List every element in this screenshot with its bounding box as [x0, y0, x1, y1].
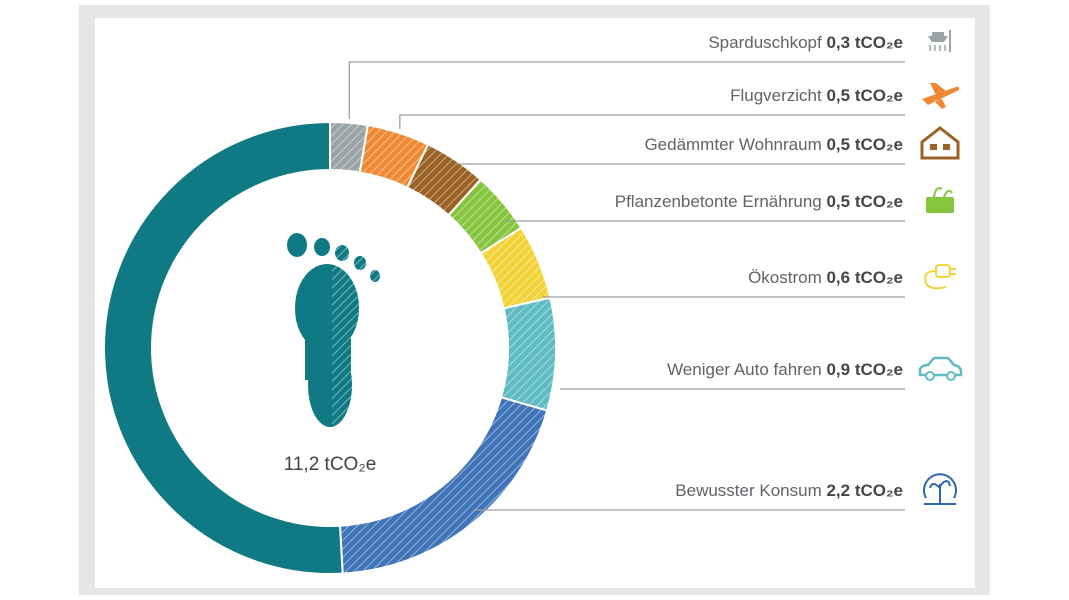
- slice-hatch-6: [339, 397, 548, 574]
- slice-name: Bewusster Konsum: [675, 481, 826, 500]
- slice-hatch-5: [501, 297, 556, 411]
- slice-hatch-4: [480, 227, 551, 309]
- slice-value: 0,5 tCO₂e: [826, 192, 903, 211]
- slice-value: 0,5 tCO₂e: [826, 86, 903, 105]
- slice-name: Gedämmter Wohnraum: [644, 135, 826, 154]
- slice-name: Pflanzenbetonte Ernährung: [615, 192, 827, 211]
- leader-line-1: [399, 114, 905, 129]
- slice-value: 2,2 tCO₂e: [826, 481, 903, 500]
- leader-lines: [348, 61, 905, 511]
- slice-remainder: [103, 120, 344, 575]
- slice-hatch-1: [359, 125, 429, 188]
- slice-label-0: Sparduschkopf 0,3 tCO₂e: [708, 33, 903, 52]
- slice-name: Weniger Auto fahren: [667, 360, 826, 379]
- slice-value: 0,6 tCO₂e: [826, 268, 903, 287]
- slice-value: 0,3 tCO₂e: [826, 33, 903, 52]
- leader-line-0: [348, 61, 905, 119]
- house-icon: [920, 126, 960, 160]
- slice-hatch-2: [407, 144, 481, 216]
- slice-label-1: Flugverzicht 0,5 tCO₂e: [730, 86, 903, 105]
- vegetables-icon: [926, 187, 954, 213]
- shower-head-icon: [928, 30, 951, 52]
- slice-hatch-3: [448, 179, 522, 254]
- slice-name: Flugverzicht: [730, 86, 826, 105]
- globe-plant-icon: [923, 473, 957, 505]
- slice-label-2: Gedämmter Wohnraum 0,5 tCO₂e: [644, 135, 903, 154]
- slice-hatch-0: [330, 122, 368, 173]
- airplane-icon: [922, 83, 960, 109]
- slice-name: Ökostrom: [748, 268, 826, 287]
- power-plug-icon: [924, 264, 956, 290]
- total-label: 11,2 tCO₂e: [284, 454, 377, 475]
- slice-label-4: Ökostrom 0,6 tCO₂e: [748, 268, 903, 287]
- hatch-overlay: [330, 122, 556, 574]
- slice-value: 0,5 tCO₂e: [826, 135, 903, 154]
- slice-labels: Sparduschkopf 0,3 tCO₂e Flugverzicht 0,5 …: [615, 30, 963, 505]
- slice-label-3: Pflanzenbetonte Ernährung 0,5 tCO₂e: [615, 192, 903, 211]
- footprint-icon: [287, 233, 380, 427]
- slice-value: 0,9 tCO₂e: [826, 360, 903, 379]
- slice-label-6: Bewusster Konsum 2,2 tCO₂e: [675, 481, 903, 500]
- car-icon: [918, 356, 963, 381]
- slice-name: Sparduschkopf: [708, 33, 826, 52]
- slice-label-5: Weniger Auto fahren 0,9 tCO₂e: [667, 360, 903, 379]
